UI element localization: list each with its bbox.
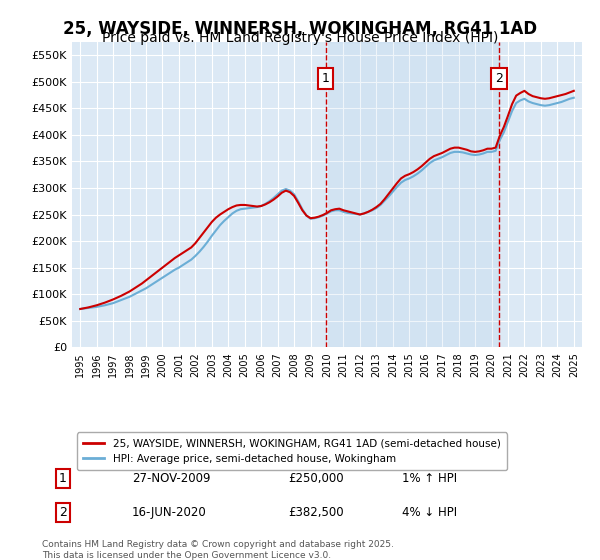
Text: 25, WAYSIDE, WINNERSH, WOKINGHAM, RG41 1AD: 25, WAYSIDE, WINNERSH, WOKINGHAM, RG41 1…	[63, 20, 537, 38]
Text: 1: 1	[322, 72, 329, 85]
Bar	[326, 42, 499, 347]
Text: £250,000: £250,000	[288, 472, 344, 486]
Text: 27-NOV-2009: 27-NOV-2009	[132, 472, 211, 486]
Text: £382,500: £382,500	[288, 506, 344, 519]
Text: 16-JUN-2020: 16-JUN-2020	[132, 506, 207, 519]
Text: 2: 2	[495, 72, 503, 85]
Text: 4% ↓ HPI: 4% ↓ HPI	[402, 506, 457, 519]
Text: Contains HM Land Registry data © Crown copyright and database right 2025.
This d: Contains HM Land Registry data © Crown c…	[42, 540, 394, 560]
Legend: 25, WAYSIDE, WINNERSH, WOKINGHAM, RG41 1AD (semi-detached house), HPI: Average p: 25, WAYSIDE, WINNERSH, WOKINGHAM, RG41 1…	[77, 432, 507, 470]
Text: 2: 2	[59, 506, 67, 519]
Text: 1: 1	[59, 472, 67, 486]
Text: Price paid vs. HM Land Registry's House Price Index (HPI): Price paid vs. HM Land Registry's House …	[102, 31, 498, 45]
Text: 1% ↑ HPI: 1% ↑ HPI	[402, 472, 457, 486]
